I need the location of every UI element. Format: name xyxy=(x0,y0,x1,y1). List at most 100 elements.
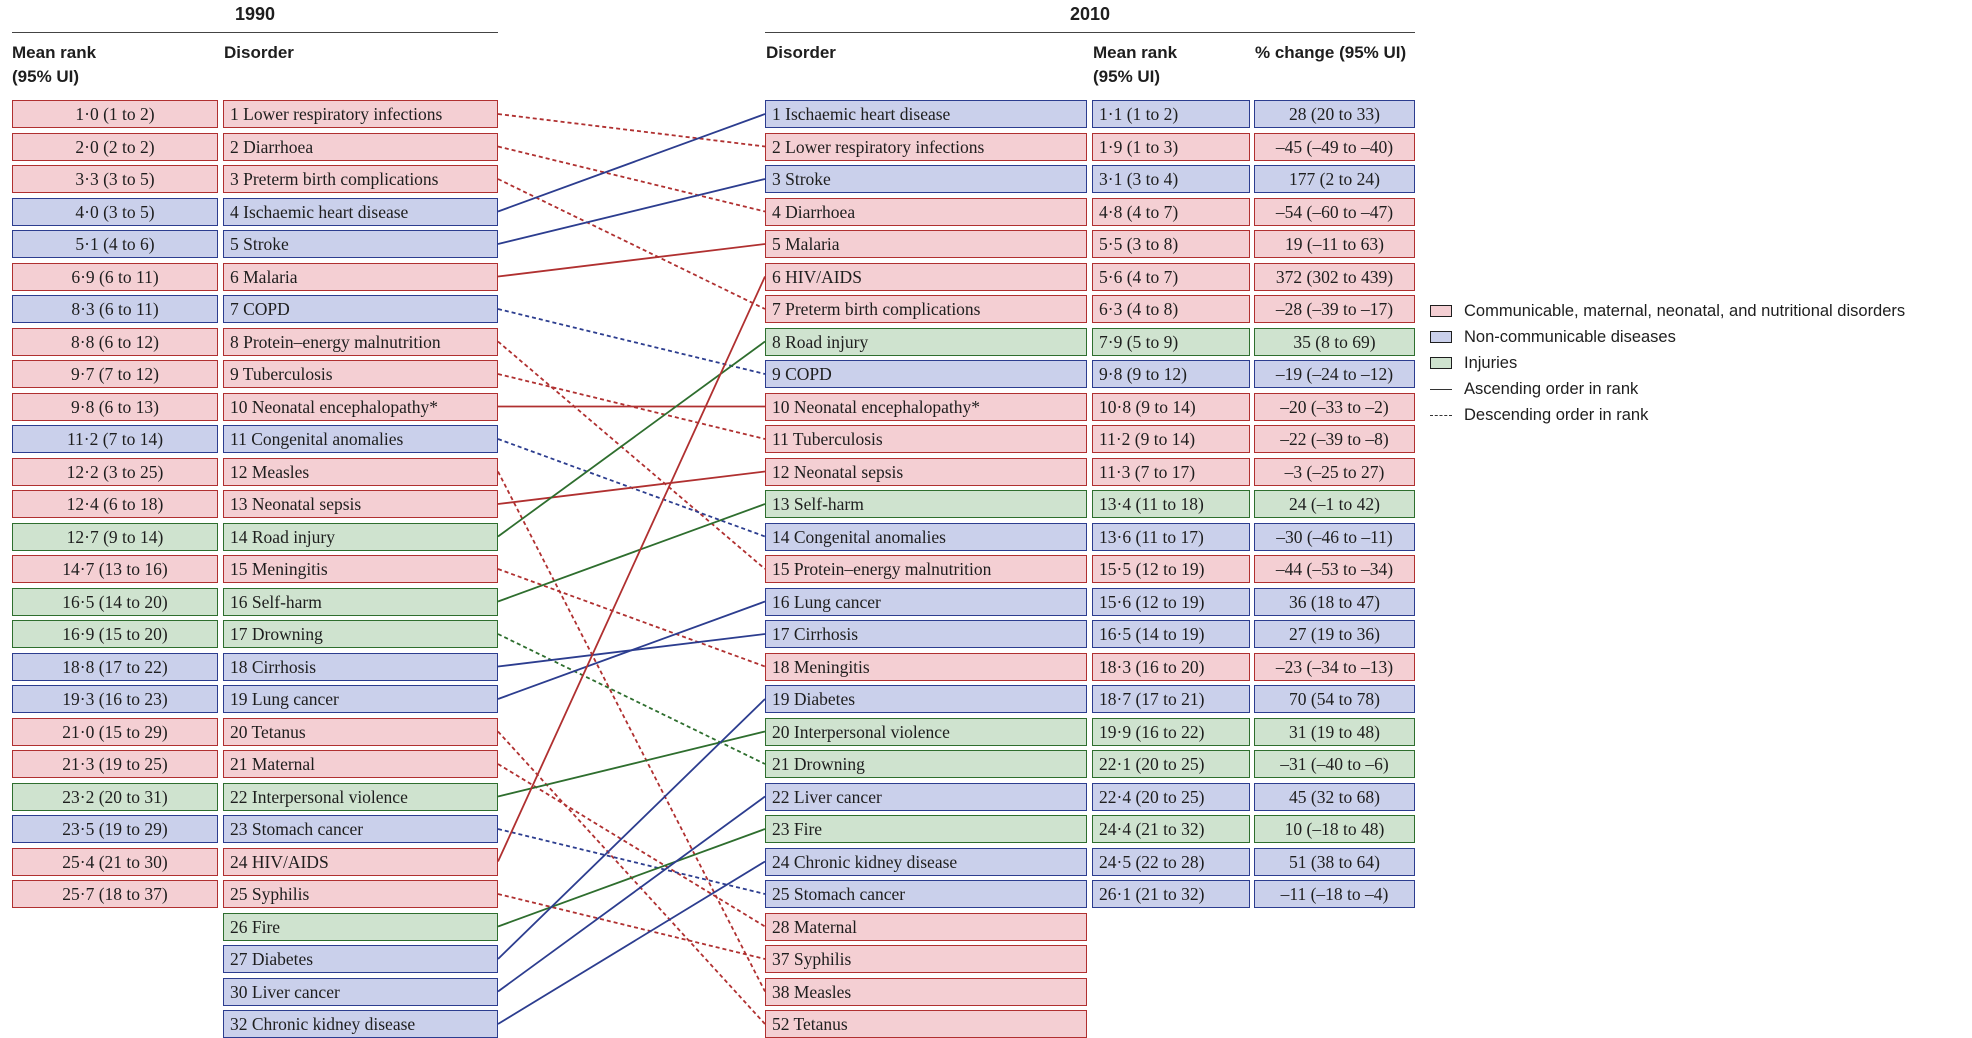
pct-change-2010-cell: 177 (2 to 24) xyxy=(1254,165,1415,193)
disorder-1990-cell: 4 Ischaemic heart disease xyxy=(223,197,498,226)
pct-change-2010-cell: 35 (8 to 69) xyxy=(1254,327,1415,356)
link-line xyxy=(497,145,766,213)
disorder-1990-cell: 18 Cirrhosis xyxy=(223,652,498,681)
rank-1990-cell: 3·3 (3 to 5) xyxy=(12,165,218,193)
pct-change-2010-cell: 28 (20 to 33) xyxy=(1254,100,1415,128)
disorder-1990-cell: 17 Drowning xyxy=(223,620,498,648)
rank-2010-cell: 3·1 (3 to 4) xyxy=(1092,165,1250,193)
rank-1990-cell: 5·1 (4 to 6) xyxy=(12,230,218,258)
legend-swatch-injuries xyxy=(1430,357,1452,369)
rank-1990-cell: 1·0 (1 to 2) xyxy=(12,100,218,128)
pct-change-2010-cell: –22 (–39 to –8) xyxy=(1254,425,1415,453)
link-line xyxy=(497,470,766,505)
disorder-1990-cell: 14 Road injury xyxy=(223,522,498,551)
link-line xyxy=(497,178,766,310)
rank-1990-cell: 9·7 (7 to 12) xyxy=(12,360,218,388)
rank-2010-cell: 24·5 (22 to 28) xyxy=(1092,847,1250,876)
rank-1990-cell: 12·4 (6 to 18) xyxy=(12,490,218,518)
legend-item-ncd: Non-communicable diseases xyxy=(1430,324,1905,350)
disorder-2010-cell: 2 Lower respiratory infections xyxy=(765,132,1087,161)
header-2010-mean-rank-line1: Mean rank xyxy=(1093,43,1178,62)
rank-2010-cell: 9·8 (9 to 12) xyxy=(1092,360,1250,388)
disorder-1990-cell: 23 Stomach cancer xyxy=(223,815,498,843)
link-line xyxy=(497,795,766,993)
disorder-1990-cell: 24 HIV/AIDS xyxy=(223,847,498,876)
rank-1990-cell: 25·4 (21 to 30) xyxy=(12,847,218,876)
legend-dashed-line xyxy=(1430,415,1452,416)
legend-label-ncd: Non-communicable diseases xyxy=(1464,328,1676,346)
disorder-2010-cell: 28 Maternal xyxy=(765,912,1087,941)
link-line xyxy=(497,340,766,570)
legend-label-ascending: Ascending order in rank xyxy=(1464,380,1639,398)
disorder-1990-cell: 6 Malaria xyxy=(223,262,498,291)
rank-2010-cell: 4·8 (4 to 7) xyxy=(1092,197,1250,226)
disorder-1990-cell: 5 Stroke xyxy=(223,230,498,258)
disorder-1990-cell: 20 Tetanus xyxy=(223,717,498,746)
disorder-1990-cell: 12 Measles xyxy=(223,457,498,486)
legend-swatch-ncd xyxy=(1430,331,1452,343)
disorder-1990-cell: 19 Lung cancer xyxy=(223,685,498,713)
disorder-2010-cell: 6 HIV/AIDS xyxy=(765,262,1087,291)
disorder-1990-cell: 16 Self-harm xyxy=(223,587,498,616)
disorder-2010-cell: 20 Interpersonal violence xyxy=(765,717,1087,746)
rank-1990-cell: 23·5 (19 to 29) xyxy=(12,815,218,843)
disorder-1990-cell: 11 Congenital anomalies xyxy=(223,425,498,453)
header-2010-mean-rank: Mean rank (95% UI) xyxy=(1093,41,1177,89)
pct-change-2010-cell: –31 (–40 to –6) xyxy=(1254,750,1415,778)
disorder-2010-cell: 25 Stomach cancer xyxy=(765,880,1087,908)
year-2010-rule xyxy=(765,32,1415,33)
disorder-2010-cell: 4 Diarrhoea xyxy=(765,197,1087,226)
disorder-1990-cell: 25 Syphilis xyxy=(223,880,498,908)
year-2010-heading: 2010 xyxy=(1069,4,1111,24)
pct-change-2010-cell: –54 (–60 to –47) xyxy=(1254,197,1415,226)
rank-2010-cell: 24·4 (21 to 32) xyxy=(1092,815,1250,843)
rank-1990-cell: 19·3 (16 to 23) xyxy=(12,685,218,713)
disorder-1990-cell: 30 Liver cancer xyxy=(223,977,498,1006)
rank-1990-cell: 14·7 (13 to 16) xyxy=(12,555,218,583)
rank-1990-cell: 9·8 (6 to 13) xyxy=(12,392,218,421)
rank-2010-cell: 11·3 (7 to 17) xyxy=(1092,457,1250,486)
rank-2010-cell: 7·9 (5 to 9) xyxy=(1092,327,1250,356)
rank-2010-cell: 5·6 (4 to 7) xyxy=(1092,262,1250,291)
link-line xyxy=(497,503,766,603)
disorder-1990-cell: 2 Diarrhoea xyxy=(223,132,498,161)
disorder-2010-cell: 12 Neonatal sepsis xyxy=(765,457,1087,486)
disorder-2010-cell: 5 Malaria xyxy=(765,230,1087,258)
disorder-1990-cell: 22 Interpersonal violence xyxy=(223,782,498,811)
link-line xyxy=(497,373,766,440)
link-line xyxy=(497,600,766,700)
rank-1990-cell: 11·2 (7 to 14) xyxy=(12,425,218,453)
legend-label-cmnn: Communicable, maternal, neonatal, and nu… xyxy=(1464,302,1906,320)
link-line xyxy=(497,633,766,765)
disorder-2010-cell: 16 Lung cancer xyxy=(765,587,1087,616)
header-2010-mean-rank-line2: (95% UI) xyxy=(1093,67,1161,86)
rank-2010-cell: 1·9 (1 to 3) xyxy=(1092,132,1250,161)
disorder-1990-cell: 26 Fire xyxy=(223,912,498,941)
header-1990-mean-rank-line1: Mean rank xyxy=(12,43,97,62)
rank-1990-cell: 8·8 (6 to 12) xyxy=(12,327,218,356)
header-2010-disorder: Disorder xyxy=(766,43,836,62)
pct-change-2010-cell: 45 (32 to 68) xyxy=(1254,782,1415,811)
rank-2010-cell: 22·4 (20 to 25) xyxy=(1092,782,1250,811)
rank-2010-cell: 15·5 (12 to 19) xyxy=(1092,555,1250,583)
rank-1990-cell: 16·5 (14 to 20) xyxy=(12,587,218,616)
link-line xyxy=(497,730,766,798)
link-line xyxy=(497,471,766,992)
rank-2010-cell: 16·5 (14 to 19) xyxy=(1092,620,1250,648)
disorder-1990-cell: 21 Maternal xyxy=(223,750,498,778)
header-1990-disorder: Disorder xyxy=(224,43,294,62)
disorder-2010-cell: 23 Fire xyxy=(765,815,1087,843)
disorder-1990-cell: 7 COPD xyxy=(223,295,498,323)
legend: Communicable, maternal, neonatal, and nu… xyxy=(1430,298,1905,428)
pct-change-2010-cell: 24 (–1 to 42) xyxy=(1254,490,1415,518)
disorder-2010-cell: 11 Tuberculosis xyxy=(765,425,1087,453)
rank-1990-cell: 12·2 (3 to 25) xyxy=(12,457,218,486)
pct-change-2010-cell: –28 (–39 to –17) xyxy=(1254,295,1415,323)
pct-change-2010-cell: –30 (–46 to –11) xyxy=(1254,522,1415,551)
rank-1990-cell: 16·9 (15 to 20) xyxy=(12,620,218,648)
legend-item-ascending: Ascending order in rank xyxy=(1430,376,1905,402)
pct-change-2010-cell: 31 (19 to 48) xyxy=(1254,717,1415,746)
disorder-2010-cell: 9 COPD xyxy=(765,360,1087,388)
disorder-2010-cell: 19 Diabetes xyxy=(765,685,1087,713)
